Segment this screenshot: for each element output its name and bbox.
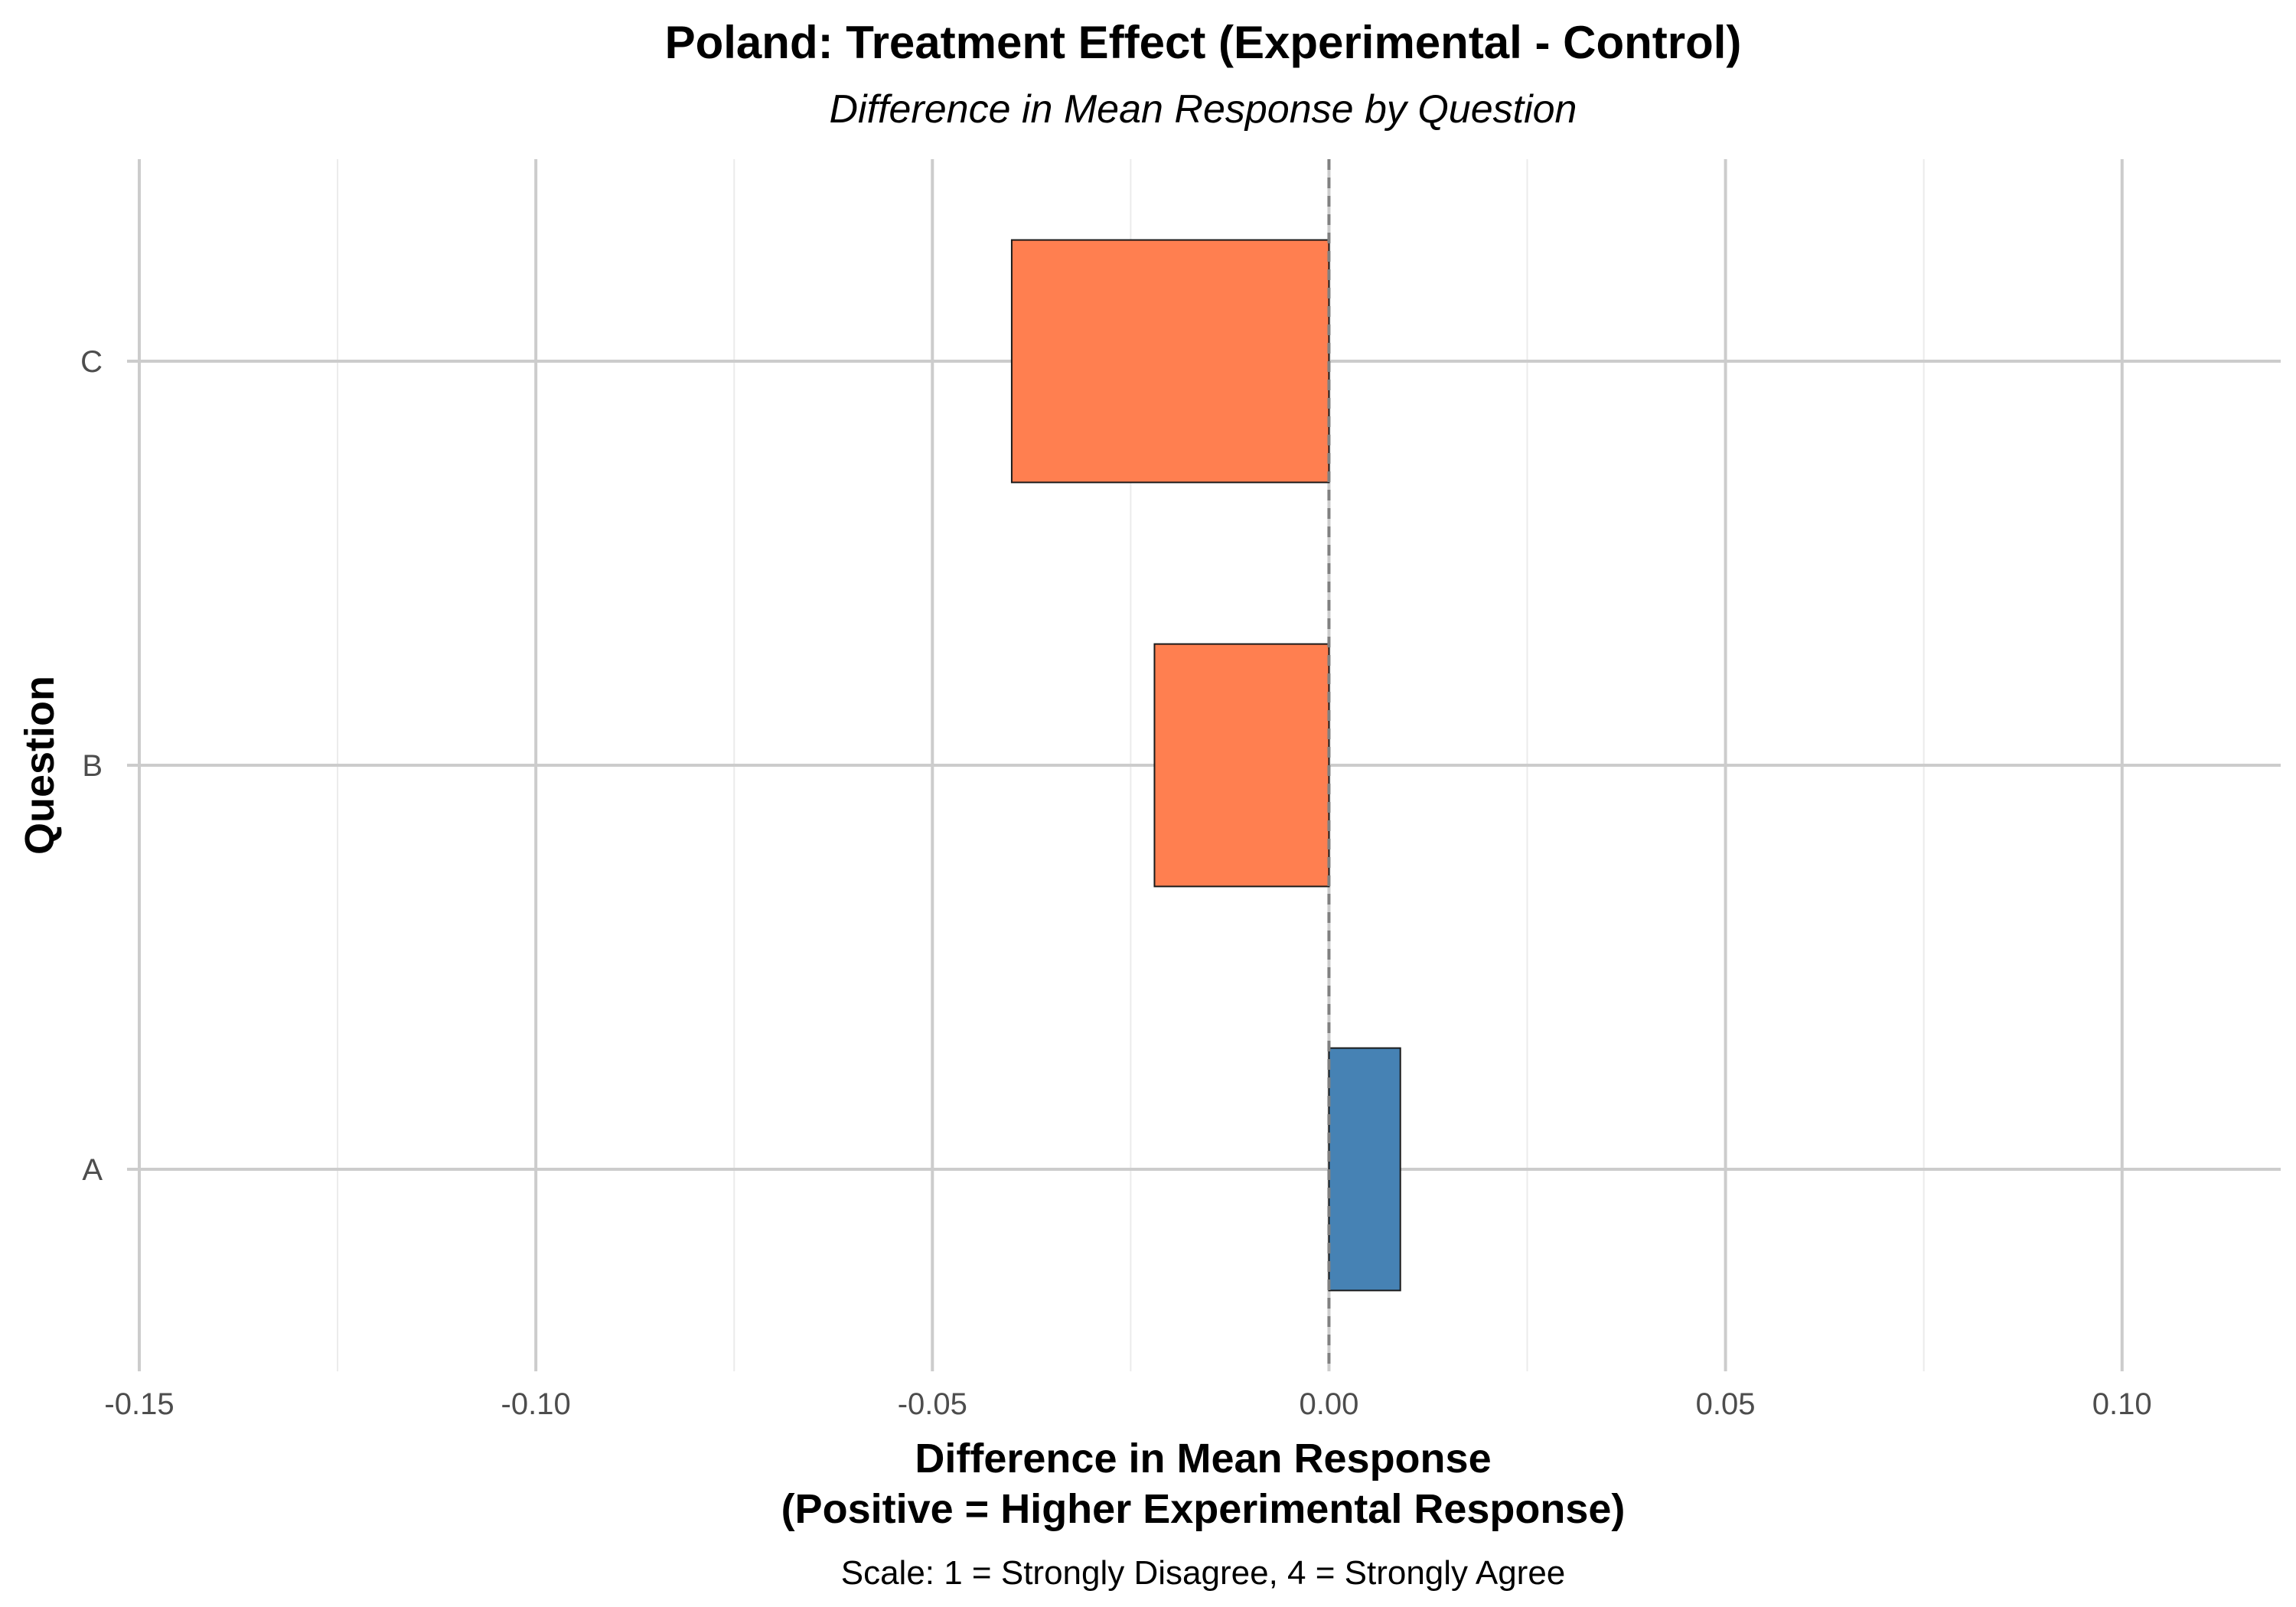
y-tick-label-A: A	[82, 1153, 103, 1187]
bar-C	[1010, 239, 1330, 484]
chart-title: Poland: Treatment Effect (Experimental -…	[665, 17, 1742, 68]
x-tick-label-0: -0.15	[104, 1387, 174, 1421]
bar-B	[1153, 643, 1330, 888]
x-tick-label-2: -0.05	[898, 1387, 967, 1421]
y-axis-title: Question	[17, 676, 63, 855]
x-tick-label-1: -0.10	[501, 1387, 571, 1421]
chart-caption: Scale: 1 = Strongly Disagree, 4 = Strong…	[841, 1554, 1566, 1592]
chart-subtitle: Difference in Mean Response by Question	[830, 87, 1577, 132]
y-tick-label-B: B	[82, 749, 103, 783]
x-tick-label-3: 0.00	[1300, 1387, 1359, 1421]
x-tick-label-5: 0.10	[2092, 1387, 2152, 1421]
bar-A	[1328, 1047, 1401, 1292]
x-axis-title-line-2: (Positive = Higher Experimental Response…	[781, 1486, 1626, 1532]
x-tick-label-4: 0.05	[1696, 1387, 1756, 1421]
y-tick-label-C: C	[80, 345, 103, 379]
x-axis-title-line-1: Difference in Mean Response	[915, 1436, 1491, 1482]
plot-area: -0.15 -0.10 -0.05 0.00 0.05 0.10 A B C	[80, 159, 2281, 1421]
